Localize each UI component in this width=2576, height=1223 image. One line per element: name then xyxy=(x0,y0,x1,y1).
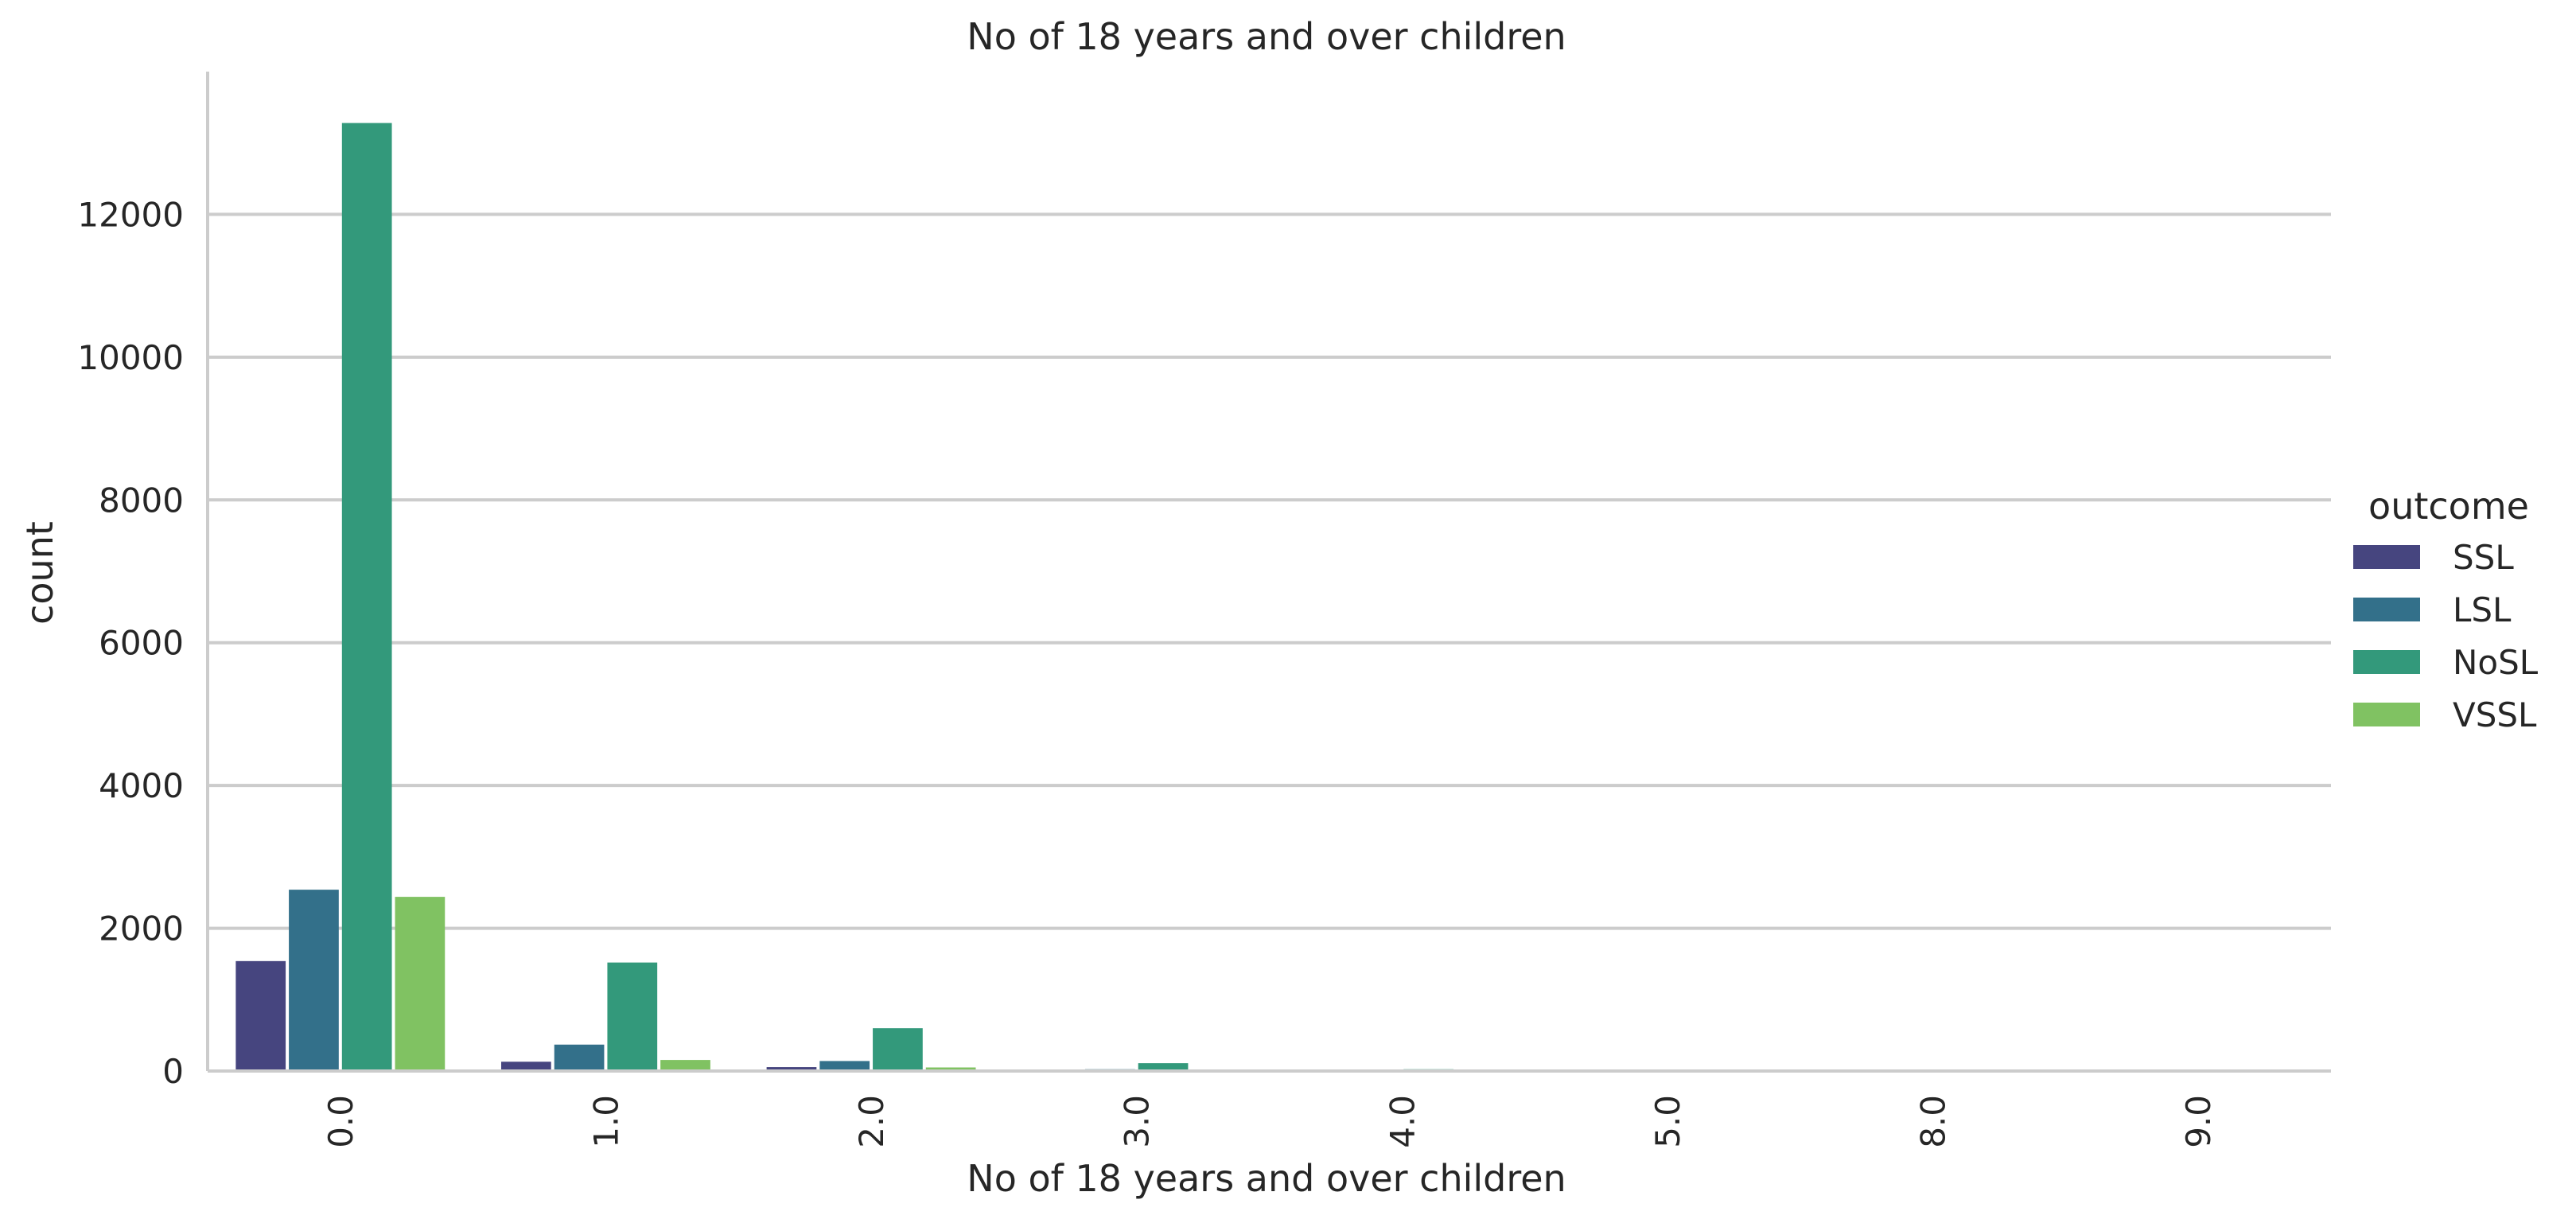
x-tick-label: 9.0 xyxy=(2179,1095,2218,1148)
bar-ssl-2-0 xyxy=(766,1067,817,1071)
y-tick-label: 12000 xyxy=(77,195,184,234)
x-tick-label: 5.0 xyxy=(1648,1095,1687,1148)
bar-nosl-1-0 xyxy=(607,962,658,1071)
bar-nosl-3-0 xyxy=(1138,1063,1189,1071)
y-tick-label: 10000 xyxy=(77,338,184,377)
bar-layer xyxy=(235,123,2303,1072)
bar-nosl-2-0 xyxy=(873,1028,923,1071)
bar-lsl-1-0 xyxy=(554,1044,605,1071)
bar-vssl-2-0 xyxy=(925,1067,976,1071)
legend: outcome SSL LSL NoSL VSSL xyxy=(2353,485,2539,734)
y-tick-label: 4000 xyxy=(99,766,184,805)
bar-ssl-1-0 xyxy=(500,1061,551,1071)
x-tick-label: 4.0 xyxy=(1383,1095,1422,1148)
y-axis-label: count xyxy=(18,521,61,625)
grid-layer xyxy=(208,212,2331,930)
legend-label-ssl: SSL xyxy=(2453,538,2514,577)
legend-swatch-nosl xyxy=(2353,650,2420,674)
axis-layer: 0 2000 4000 6000 8000 10000 12000 0.0 1.0 2.0 3.0 4… xyxy=(77,72,2331,1148)
bar-nosl-0-0 xyxy=(341,123,392,1072)
bar-vssl-1-0 xyxy=(660,1060,710,1071)
legend-items: SSL LSL NoSL VSSL xyxy=(2353,538,2539,734)
y-tick-label: 0 xyxy=(162,1052,184,1091)
x-tick-label: 8.0 xyxy=(1914,1095,1953,1148)
legend-swatch-lsl xyxy=(2353,598,2420,621)
legend-label-lsl: LSL xyxy=(2453,590,2512,629)
legend-swatch-vssl xyxy=(2353,703,2420,726)
x-tick-label: 3.0 xyxy=(1118,1095,1157,1148)
bar-lsl-2-0 xyxy=(819,1061,870,1071)
legend-title: outcome xyxy=(2368,485,2529,528)
bar-ssl-0-0 xyxy=(235,960,286,1071)
legend-label-vssl: VSSL xyxy=(2453,695,2537,734)
bar-vssl-0-0 xyxy=(395,897,446,1071)
legend-label-nosl: NoSL xyxy=(2453,643,2539,682)
x-tick-label: 1.0 xyxy=(586,1095,625,1148)
y-tick-label: 8000 xyxy=(99,481,184,520)
x-axis-label: No of 18 years and over children xyxy=(967,1157,1566,1200)
bar-lsl-0-0 xyxy=(289,890,339,1071)
legend-swatch-ssl xyxy=(2353,545,2420,569)
chart-title: No of 18 years and over children xyxy=(967,15,1566,58)
x-tick-label: 0.0 xyxy=(321,1095,360,1148)
x-tick-label: 2.0 xyxy=(852,1095,891,1148)
y-tick-label: 2000 xyxy=(99,909,184,948)
y-tick-label: 6000 xyxy=(99,624,184,663)
